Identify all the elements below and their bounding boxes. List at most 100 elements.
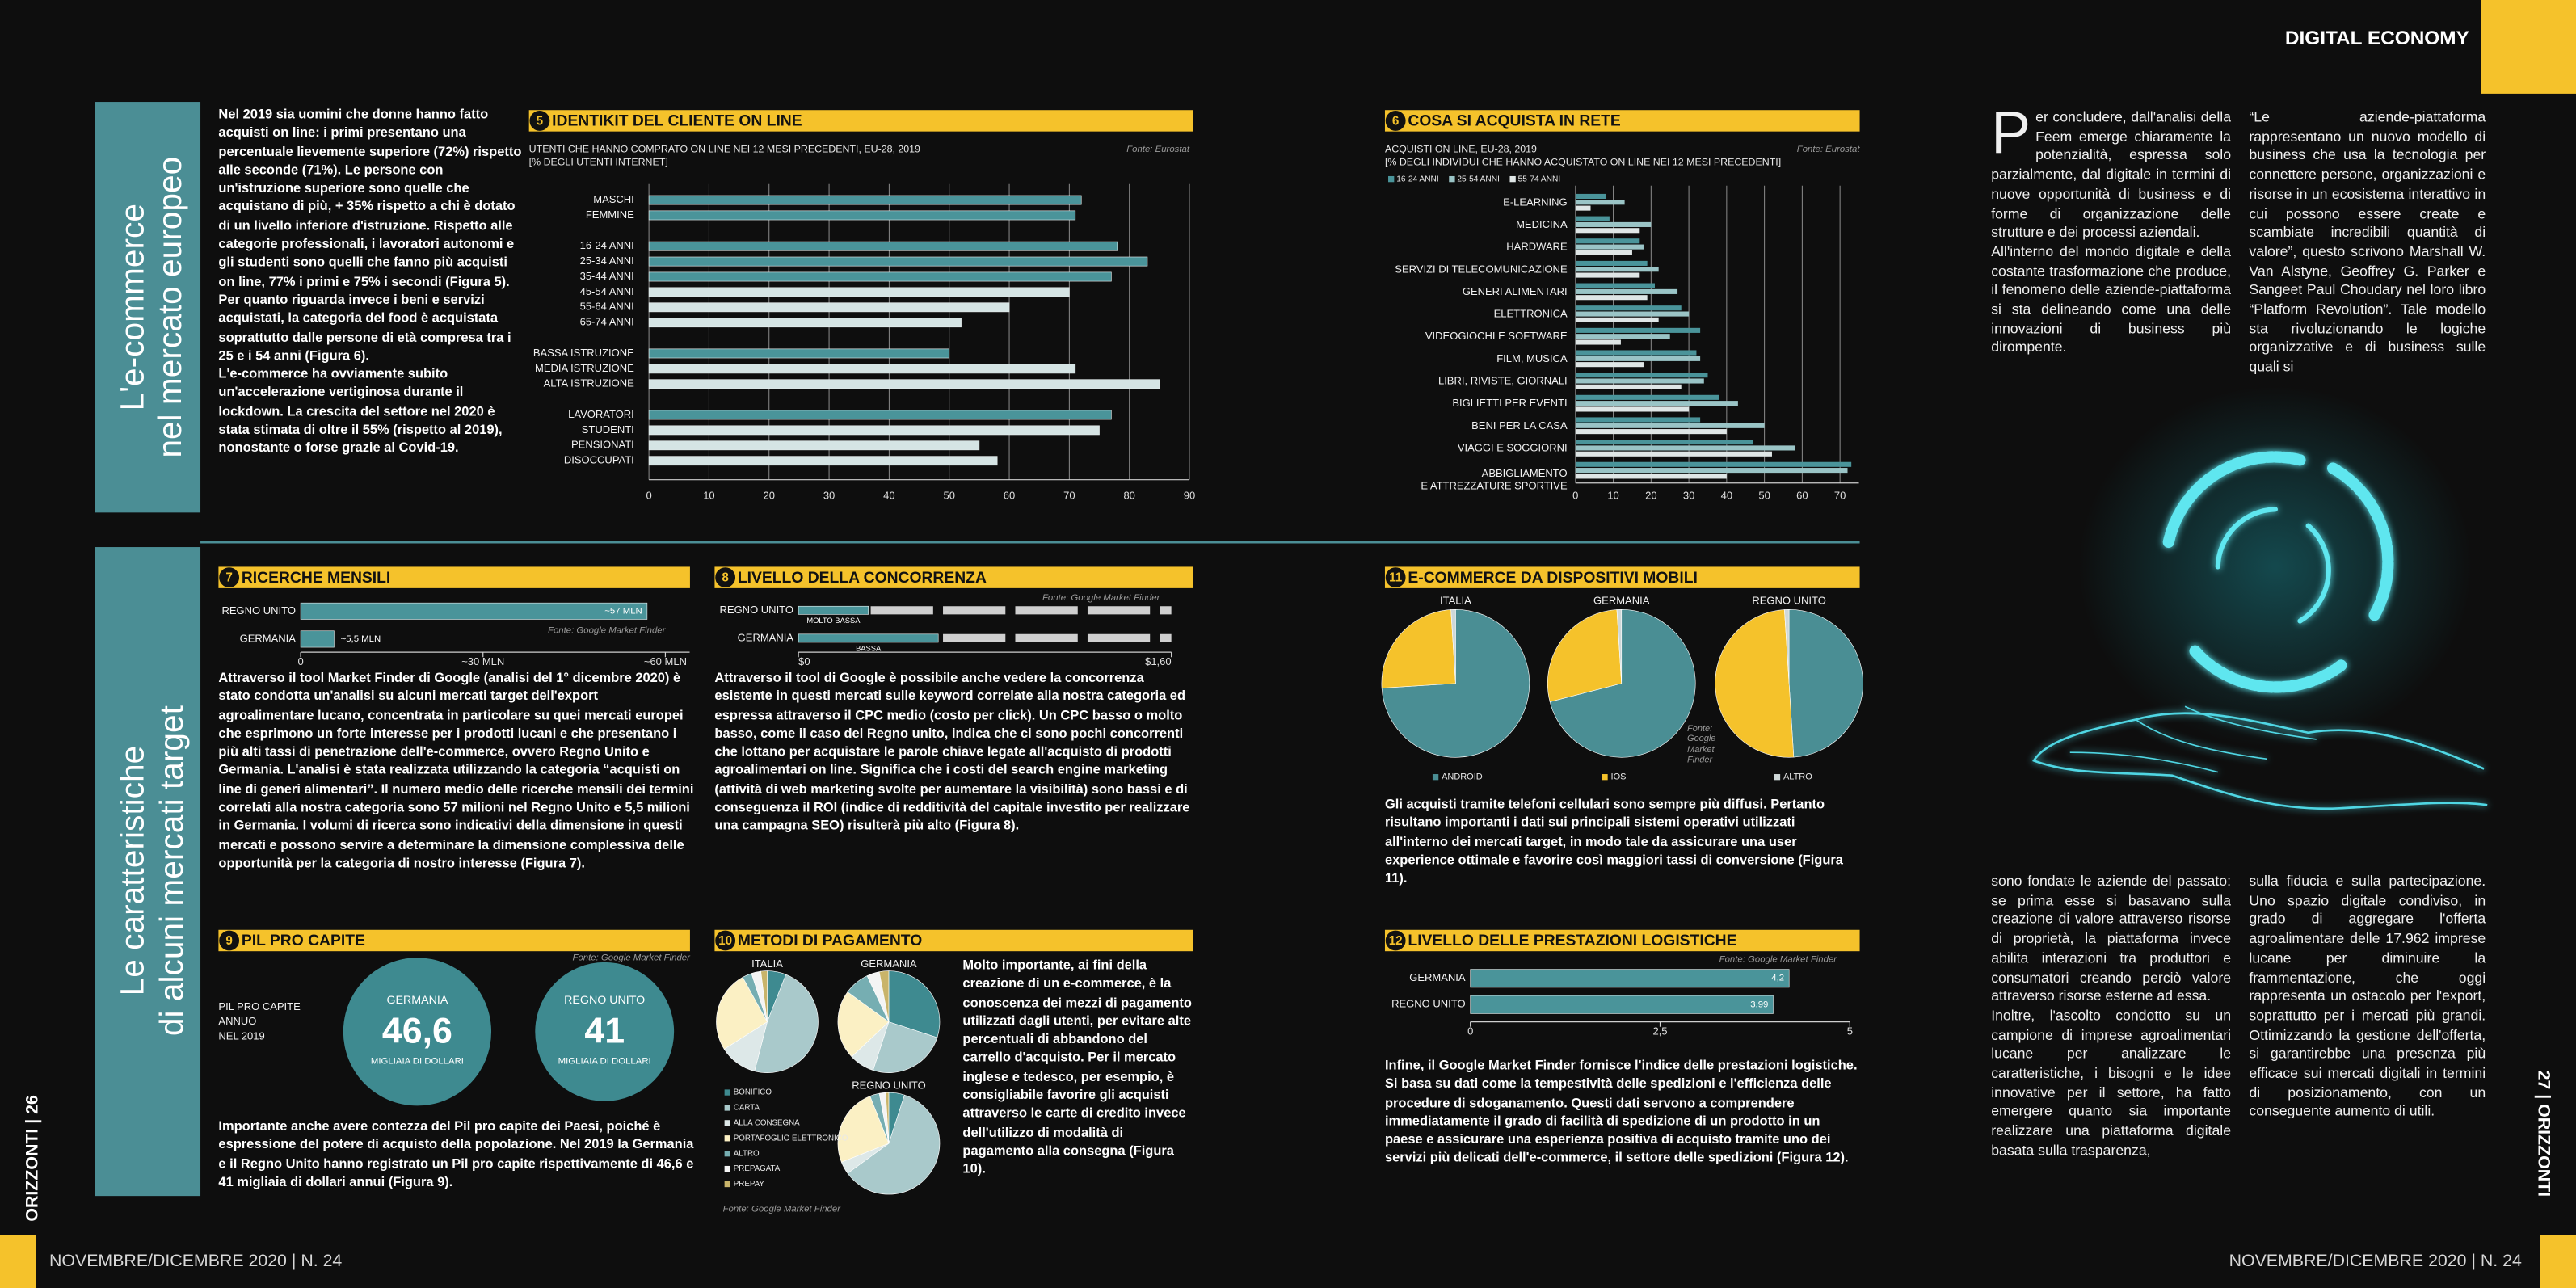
category-label: BENI PER LA CASA bbox=[1471, 419, 1568, 431]
x-tick-label: 60 bbox=[1796, 489, 1808, 501]
sidebar-title: Le caratteristiche bbox=[113, 746, 150, 996]
illustration bbox=[2032, 385, 2488, 810]
pie-name: GERMANIA bbox=[861, 958, 917, 970]
title-bar bbox=[1384, 110, 1860, 132]
legend-swatch bbox=[1449, 175, 1455, 183]
legend-label: PORTAFOGLIO ELETTRONICO bbox=[734, 1134, 848, 1143]
x-tick-label: 60 bbox=[1004, 489, 1015, 501]
category-label: HARDWARE bbox=[1506, 241, 1568, 253]
figure-number: 9 bbox=[225, 934, 232, 948]
swirl-arc bbox=[2297, 523, 2331, 624]
title-bar bbox=[714, 566, 1193, 588]
pie-slice bbox=[1784, 608, 1790, 684]
pie-name: ITALIA bbox=[1440, 595, 1471, 607]
category-label: VIDEOGIOCHI E SOFTWARE bbox=[1425, 330, 1568, 342]
bar bbox=[1575, 468, 1848, 474]
paragraph: Per quanto riguarda invece i beni e serv… bbox=[218, 292, 511, 364]
category-label: FILM, MUSICA bbox=[1496, 352, 1568, 364]
chart-label: PIL PRO CAPITE bbox=[218, 1000, 301, 1012]
bar bbox=[648, 287, 1070, 297]
pie-slice bbox=[888, 970, 941, 1038]
paragraph: Attraverso il tool Market Finder di Goog… bbox=[218, 670, 694, 871]
x-tick-label: 30 bbox=[823, 489, 835, 501]
figure-title: COSA SI ACQUISTA IN RETE bbox=[1408, 113, 1621, 130]
pie-slice bbox=[1715, 609, 1795, 758]
category-label: MEDIA ISTRUZIONE bbox=[535, 362, 634, 374]
category-label: VIAGGI E SOGGIORNI bbox=[1458, 441, 1568, 453]
pie-slice bbox=[754, 974, 819, 1073]
category-label: 65-74 ANNI bbox=[580, 316, 634, 328]
bar bbox=[1575, 339, 1621, 345]
chart-source-box: Fonte: Google Market Finder bbox=[1687, 725, 1715, 766]
legend-label: 25-54 ANNI bbox=[1457, 175, 1500, 183]
legend-swatch bbox=[724, 1089, 730, 1096]
bar bbox=[1575, 238, 1640, 244]
title-bar bbox=[1384, 929, 1860, 952]
figure-number: 8 bbox=[722, 571, 728, 585]
hand bbox=[2032, 705, 2488, 810]
text-block: Infine, il Google Market Finder fornisce… bbox=[1384, 1058, 1858, 1166]
category-label: 55-64 ANNI bbox=[580, 301, 634, 313]
category-label: 45-54 ANNI bbox=[580, 285, 634, 297]
bar bbox=[1575, 394, 1719, 400]
bar bbox=[648, 410, 1112, 420]
hand-outline bbox=[2032, 712, 2488, 810]
x-tick-label: 0 bbox=[1572, 489, 1578, 501]
bar bbox=[1575, 401, 1738, 406]
bar bbox=[300, 630, 335, 648]
bar bbox=[648, 318, 962, 328]
figure-title: IDENTIKIT DEL CLIENTE ON LINE bbox=[552, 113, 802, 130]
category-label: SERVIZI DI TELECOMUNICAZIONE bbox=[1395, 263, 1568, 275]
figure-number-badge bbox=[219, 567, 240, 588]
x-tick-label: 70 bbox=[1834, 489, 1846, 501]
figure-title: E-COMMERCE DA DISPOSITIVI MOBILI bbox=[1408, 570, 1697, 587]
bar bbox=[1575, 417, 1701, 423]
bar bbox=[1575, 305, 1682, 311]
bar bbox=[1575, 451, 1772, 457]
chart-label: NEL 2019 bbox=[218, 1029, 264, 1042]
swirl bbox=[2162, 451, 2394, 693]
figure-title: LIVELLO DELLE PRESTAZIONI LOGISTICHE bbox=[1408, 932, 1736, 949]
paragraph: Infine, il Google Market Finder fornisce… bbox=[1384, 1058, 1858, 1166]
legend-swatch bbox=[1602, 774, 1608, 781]
bar bbox=[1575, 288, 1678, 294]
category-label: GERMANIA bbox=[240, 632, 297, 644]
x-tick-label: 40 bbox=[883, 489, 894, 501]
category-label: LIBRI, RIVISTE, GIORNALI bbox=[1438, 375, 1568, 387]
units-label: MIGLIAIA DI DOLLARI bbox=[371, 1056, 464, 1066]
footer-block bbox=[0, 1235, 36, 1288]
title-bar bbox=[528, 110, 1193, 132]
pie-slice bbox=[716, 976, 768, 1050]
bar bbox=[1575, 406, 1690, 412]
pie-slice bbox=[1549, 608, 1696, 758]
pie-name: GERMANIA bbox=[1593, 595, 1650, 607]
sidebar-title: nel mercato europeo bbox=[151, 157, 188, 458]
value-label: MOLTO BASSA bbox=[806, 617, 861, 625]
text-block: Molto importante, ai fini della creazion… bbox=[962, 958, 1192, 1177]
paragraph: Gli acquisti tramite telefoni cellulari … bbox=[1384, 797, 1843, 886]
figure-title: METODI DI PAGAMENTO bbox=[738, 932, 922, 949]
legend-label: CARTA bbox=[734, 1104, 760, 1113]
value-circle bbox=[343, 958, 492, 1106]
section-title: DIGITAL ECONOMY bbox=[2285, 27, 2469, 49]
paragraph: Molto importante, ai fini della creazion… bbox=[962, 958, 1192, 1177]
paragraph: Nel 2019 sia uomini che donne hanno fatt… bbox=[218, 107, 522, 289]
chart-subtitle: ACQUISTI ON LINE, EU-28, 2019 bbox=[1385, 143, 1537, 154]
legend-label: 55-74 ANNI bbox=[1518, 175, 1561, 183]
bar bbox=[1575, 295, 1648, 301]
chart-label: ANNUO bbox=[218, 1015, 256, 1027]
paragraph: sono fondate le aziende del passato: se … bbox=[1991, 872, 2232, 1004]
bar bbox=[1575, 267, 1659, 272]
bar bbox=[1575, 474, 1727, 479]
pie-name: REGNO UNITO bbox=[852, 1079, 926, 1091]
footer-block bbox=[2540, 1235, 2576, 1288]
value-label: 41 bbox=[584, 1012, 625, 1051]
bar bbox=[1575, 205, 1591, 211]
category-label: MEDICINA bbox=[1516, 218, 1568, 230]
pie-slice bbox=[847, 1094, 941, 1195]
value-label: 46,6 bbox=[382, 1012, 452, 1051]
bar bbox=[1575, 260, 1648, 266]
bar bbox=[1575, 384, 1682, 389]
